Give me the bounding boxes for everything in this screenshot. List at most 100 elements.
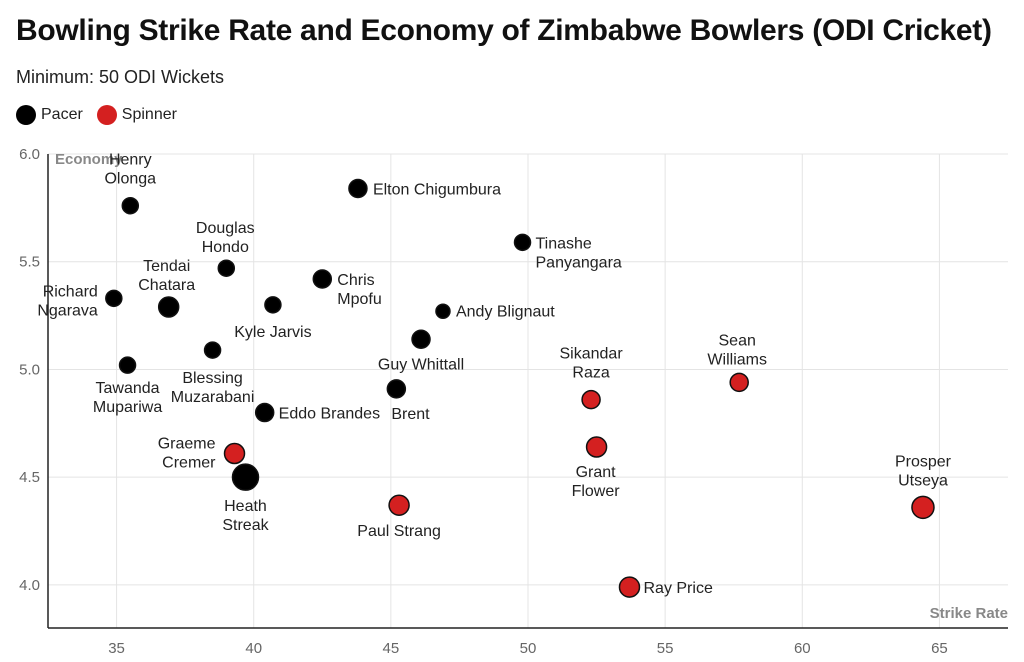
pacer-point xyxy=(217,259,236,277)
axes: 35 40 45 50 55 60 65 4.0 4.5 5.0 5.5 6.0 Economy Stri… xyxy=(19,146,1008,657)
x-tick-label: 35 xyxy=(108,640,125,657)
chart-title: Bowling Strike Rate and Economy of Zimba… xyxy=(16,14,992,47)
label-line: Douglas xyxy=(196,220,255,237)
pacer-point xyxy=(312,269,333,289)
pacer-point-label: Heath Streak xyxy=(222,498,269,534)
label-line: Chatara xyxy=(138,277,195,294)
pacer-point xyxy=(121,196,140,215)
x-tick-label: 50 xyxy=(520,640,537,657)
label-line: Mpofu xyxy=(337,291,381,308)
label-line: Grant xyxy=(576,464,617,481)
spinner-point-label: Sikandar Raza xyxy=(560,346,624,382)
label-line: Kyle Jarvis xyxy=(234,324,311,341)
label-line: Andy Blignaut xyxy=(456,303,555,320)
label-line: Sikandar xyxy=(560,346,624,363)
label-line: Ngarava xyxy=(37,302,98,319)
spinner-point xyxy=(911,495,935,520)
pacer-point xyxy=(254,402,275,423)
label-line: Tawanda xyxy=(96,380,160,397)
y-tick-label: 6.0 xyxy=(19,146,40,163)
pacer-point-label: Elton Chigumbura xyxy=(373,181,501,198)
spinner-point xyxy=(581,389,601,410)
label-line: Muzarabani xyxy=(171,389,255,406)
pacer-point-label: Richard Ngarava xyxy=(37,283,98,319)
legend-item-pacer: Pacer xyxy=(16,105,83,125)
x-tick-label: 45 xyxy=(383,640,400,657)
label-line: Tendai xyxy=(143,258,190,275)
pacer-point xyxy=(118,356,137,374)
pacer-point-label: Blessing Muzarabani xyxy=(171,370,255,406)
x-tick-label: 60 xyxy=(794,640,811,657)
label-line: Guy Whittall xyxy=(378,356,464,373)
chart-subtitle: Minimum: 50 ODI Wickets xyxy=(16,67,225,87)
pacer-point-label: Chris Mpofu xyxy=(337,272,381,308)
label-line: Streak xyxy=(222,517,269,534)
label-line: Hondo xyxy=(202,239,249,256)
label-line: Mupariwa xyxy=(93,399,162,416)
spinner-point-label: Sean Williams xyxy=(707,332,767,368)
x-tick-label: 40 xyxy=(245,640,262,657)
label-line: Heath xyxy=(224,498,267,515)
label-line: Graeme xyxy=(158,435,216,452)
spinner-point xyxy=(223,442,246,465)
label-line: Williams xyxy=(707,351,767,368)
pacer-point xyxy=(157,296,180,318)
spinner-point xyxy=(618,576,641,598)
spinner-point xyxy=(729,372,749,393)
points xyxy=(105,178,935,598)
label-line: Eddo Brandes xyxy=(279,406,380,423)
pacer-point-label: Henry Olonga xyxy=(104,152,156,188)
spinner-point-label: Prosper Utseya xyxy=(895,453,952,489)
pacer-point xyxy=(203,341,222,359)
label-line: Raza xyxy=(572,365,609,382)
label-line: Elton Chigumbura xyxy=(373,181,501,198)
spinner-point xyxy=(585,436,608,458)
pacer-point-label: Brent xyxy=(391,406,430,423)
legend: Pacer Spinner xyxy=(16,105,191,125)
label-line: Paul Strang xyxy=(357,523,441,540)
pacer-point xyxy=(411,329,431,350)
label-line: Olonga xyxy=(104,171,156,188)
label-line: Ray Price xyxy=(643,580,712,597)
legend-item-spinner: Spinner xyxy=(96,105,177,125)
pacer-point-label: Douglas Hondo xyxy=(196,220,255,256)
label-line: Utseya xyxy=(898,472,948,489)
spinner-point xyxy=(388,494,410,516)
label-line: Richard xyxy=(43,283,98,300)
pacer-point-label: Tawanda Mupariwa xyxy=(93,380,162,416)
pacer-point-label: Tendai Chatara xyxy=(138,258,195,294)
spinner-point-label: Ray Price xyxy=(643,580,712,597)
legend-marker-spinner xyxy=(96,105,117,125)
legend-label-pacer: Pacer xyxy=(41,106,83,123)
point-labels: Henry Olonga Elton Chigumbura Douglas Hondo T… xyxy=(37,152,951,597)
pacer-point xyxy=(231,463,260,491)
pacer-point-label: Kyle Jarvis xyxy=(234,324,311,341)
pacer-point-label: Eddo Brandes xyxy=(279,406,380,423)
pacer-point xyxy=(105,289,123,308)
label-line: Flower xyxy=(572,483,621,500)
y-axis-title: Economy xyxy=(55,151,123,168)
label-line: Prosper xyxy=(895,453,952,470)
spinner-point-label: Graeme Cremer xyxy=(158,435,216,471)
label-line: Henry xyxy=(109,152,152,169)
label-line: Sean xyxy=(719,332,756,349)
label-line: Cremer xyxy=(162,454,216,471)
x-tick-label: 55 xyxy=(657,640,674,657)
legend-label-spinner: Spinner xyxy=(121,106,177,123)
x-tick-label: 65 xyxy=(931,640,948,657)
y-tick-label: 5.0 xyxy=(19,361,40,378)
label-line: Tinashe xyxy=(536,235,592,252)
label-line: Panyangara xyxy=(536,254,622,271)
pacer-point-label: Andy Blignaut xyxy=(456,303,555,320)
pacer-point xyxy=(435,303,451,320)
spinner-point-label: Grant Flower xyxy=(572,464,621,500)
pacer-point xyxy=(513,233,532,252)
label-line: Brent xyxy=(391,406,430,423)
pacer-point-label: Tinashe Panyangara xyxy=(536,235,622,271)
x-axis-title: Strike Rate xyxy=(930,605,1008,622)
legend-marker-pacer xyxy=(16,105,36,125)
y-tick-label: 5.5 xyxy=(19,254,40,271)
pacer-point-label: Guy Whittall xyxy=(378,356,464,373)
spinner-point-label: Paul Strang xyxy=(357,523,441,540)
